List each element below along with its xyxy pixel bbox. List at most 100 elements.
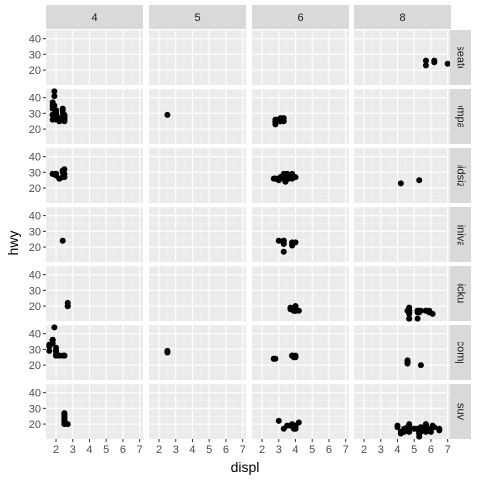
facet-strips: 4 5 6 8 2seater compact midsize minivan pickup su… (46, 5, 471, 439)
panel-compact-6 (252, 89, 349, 144)
data-point (275, 237, 282, 244)
data-point (406, 427, 413, 434)
x-tick-label: 6 (120, 444, 126, 456)
x-tick-label: 7 (137, 444, 143, 456)
panel-compact-8 (354, 89, 451, 144)
data-point (416, 307, 423, 314)
x-tick-label: 2 (361, 444, 367, 456)
data-point (53, 111, 60, 118)
data-point (284, 422, 291, 429)
data-point (414, 315, 421, 322)
x-tick-label: 3 (70, 444, 76, 456)
points-subcompact-6 (270, 352, 299, 362)
x-tick-label: 7 (343, 444, 349, 456)
strip-col-label: 6 (297, 12, 303, 24)
data-point (284, 175, 291, 182)
data-point (64, 303, 71, 310)
y-tick-label: 30 (29, 344, 41, 356)
panel-2seater-4 (46, 30, 143, 85)
x-tick-label: 5 (206, 444, 212, 456)
points-pickup-8 (404, 304, 436, 322)
x-tick-label: 3 (173, 444, 179, 456)
data-point (61, 419, 68, 426)
data-point (404, 360, 411, 367)
panel-pickup-6 (252, 266, 349, 321)
data-point (59, 174, 66, 181)
data-point (53, 170, 60, 177)
points-minivan-6 (275, 237, 299, 255)
data-point (51, 88, 58, 95)
strip-row-background (450, 384, 471, 439)
data-point (51, 324, 58, 331)
panel-pickup-5 (149, 266, 246, 321)
strip-row-label: pickup (455, 278, 467, 310)
strip-col-label: 5 (194, 12, 200, 24)
x-tick-label: 5 (411, 444, 417, 456)
x-tick-label: 6 (428, 444, 434, 456)
panel-minivan-6 (252, 207, 349, 262)
strip-row-background (450, 266, 471, 321)
data-point (51, 93, 58, 100)
y-tick-label: 30 (29, 167, 41, 179)
data-point (406, 422, 413, 429)
strip-col-label: 8 (399, 12, 405, 24)
panel-2seater-8 (354, 30, 451, 85)
y-tick-label: 40 (29, 270, 41, 282)
y-tick-label: 40 (29, 93, 41, 105)
data-point (292, 174, 299, 181)
y-tick-label: 20 (29, 65, 41, 77)
strip-row-background (450, 89, 471, 144)
strip-col-4 (46, 5, 143, 29)
data-point (46, 347, 53, 354)
data-point (417, 362, 424, 369)
strip-row-suv: suv (450, 384, 471, 439)
x-tick-label: 7 (240, 444, 246, 456)
y-axis-title: hwy (5, 231, 21, 256)
panel-subcompact-4 (46, 325, 143, 380)
panel-minivan-4 (46, 207, 143, 262)
panel-midsize-6 (252, 148, 349, 203)
panel-minivan-8 (354, 207, 451, 262)
points-compact-5 (164, 111, 171, 118)
panel-pickup-8 (354, 266, 451, 321)
data-point (292, 239, 299, 246)
panel-suv-4 (46, 384, 143, 439)
strip-row-label: compact (455, 96, 467, 138)
data-point (164, 347, 171, 354)
strip-col-8 (354, 5, 451, 29)
strip-row-background (450, 30, 471, 85)
strip-row-2seater: 2seater (450, 30, 471, 85)
x-tick-label: 6 (326, 444, 332, 456)
data-point (406, 315, 413, 322)
points-midsize-4 (49, 166, 68, 182)
data-point (444, 60, 451, 67)
strip-row-background (450, 325, 471, 380)
x-tick-label: 4 (394, 444, 400, 456)
data-point (292, 422, 299, 429)
data-point (429, 310, 436, 317)
x-tick-label: 6 (223, 444, 229, 456)
y-tick-label: 30 (29, 108, 41, 120)
y-tick-label: 40 (29, 152, 41, 164)
strip-row-pickup: pickup (450, 266, 471, 321)
data-point (394, 424, 401, 431)
data-point (59, 167, 66, 174)
strip-row-midsize: midsize (450, 148, 471, 203)
data-point (275, 417, 282, 424)
strip-row-background (450, 148, 471, 203)
data-point (295, 307, 302, 314)
y-tick-label: 30 (29, 403, 41, 415)
data-point (422, 425, 429, 432)
x-tick-label: 2 (259, 444, 265, 456)
panels-layer (46, 30, 451, 440)
data-point (406, 307, 413, 314)
strip-row-compact: compact (450, 89, 471, 144)
panel-minivan-5 (149, 207, 246, 262)
data-point (51, 102, 58, 109)
data-point (59, 107, 66, 114)
data-point (422, 62, 429, 69)
x-tick-label: 4 (189, 444, 195, 456)
points-compact-4 (49, 88, 68, 125)
data-point (272, 118, 279, 125)
